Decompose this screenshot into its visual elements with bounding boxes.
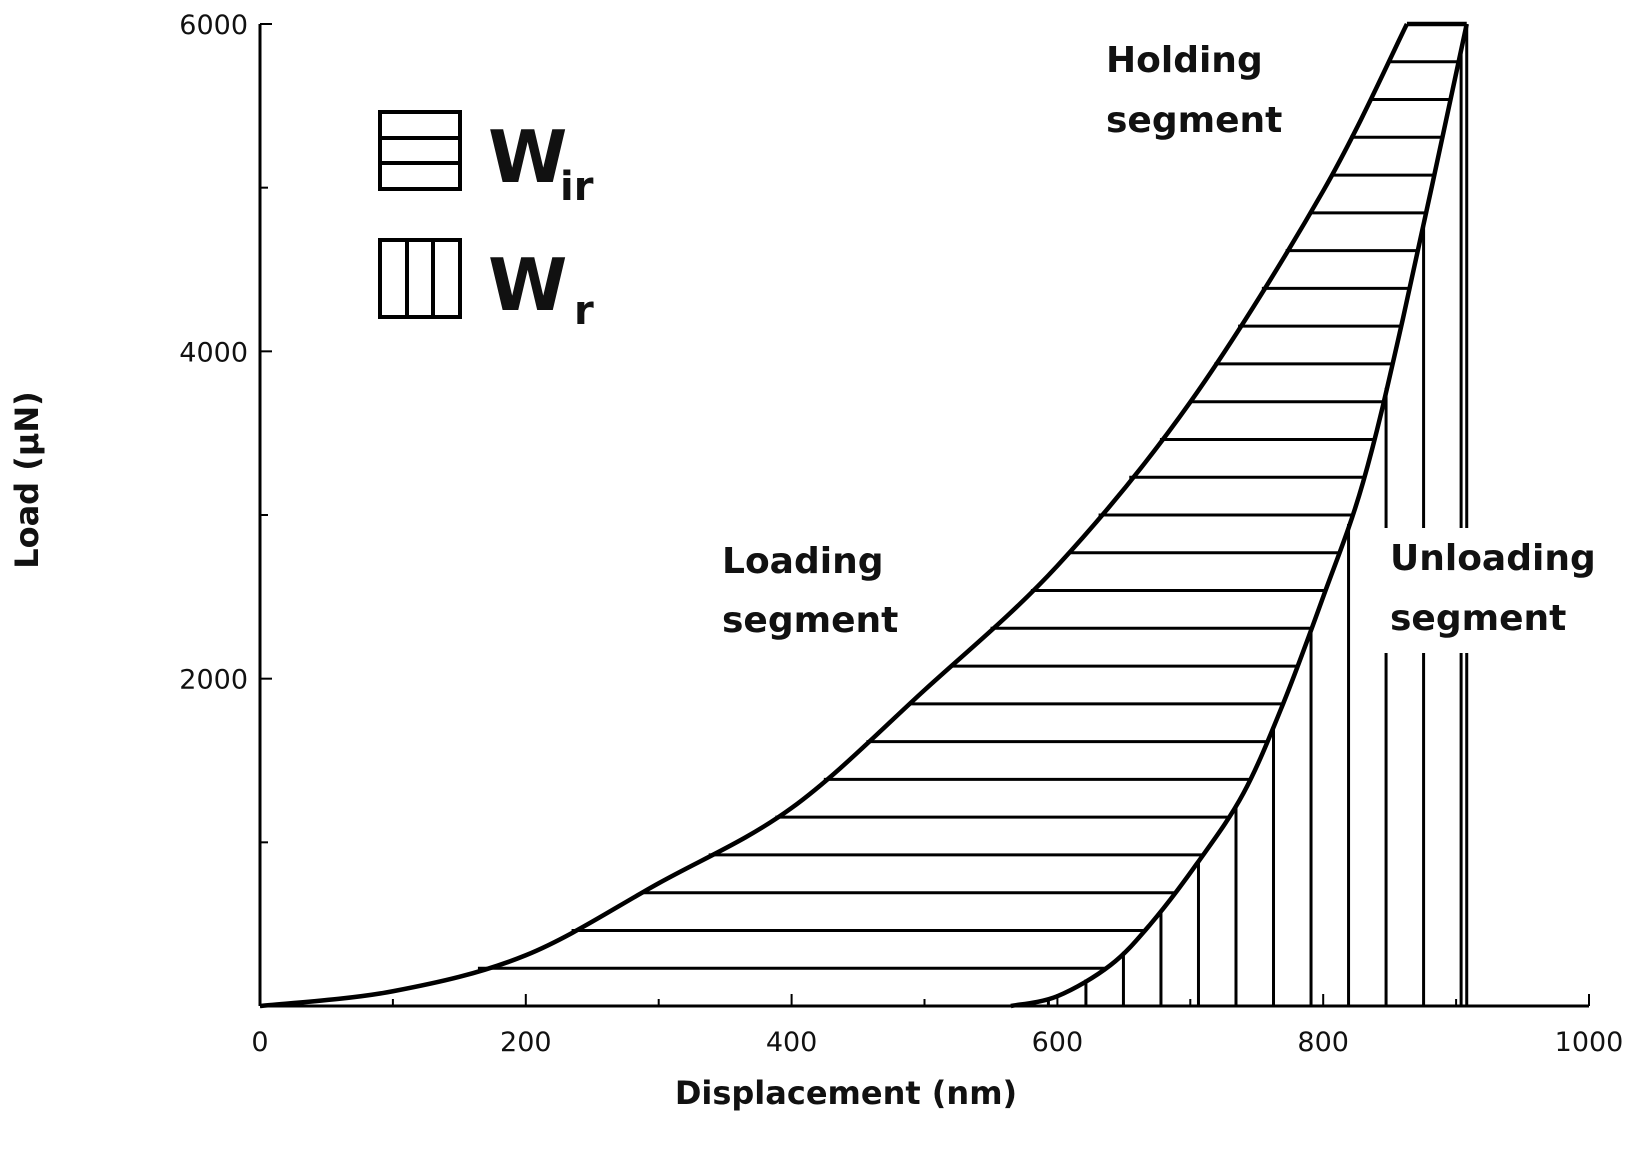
annotation-holding: Holding segment: [1106, 40, 1282, 141]
y-axis-title: Load (μN): [8, 391, 46, 569]
annotation-unloading-line2: segment: [1390, 598, 1566, 639]
legend-swatch-vertical-hatch: [378, 238, 462, 319]
x-axis-title: Displacement (nm): [675, 1074, 1017, 1112]
y-tick-label: 2000: [179, 665, 248, 696]
x-tick-label: 600: [1032, 1027, 1084, 1058]
y-tick-label: 4000: [179, 337, 248, 368]
legend: W ir W r: [378, 110, 594, 334]
x-tick-label: 0: [251, 1027, 268, 1058]
x-tick-label: 200: [500, 1027, 552, 1058]
legend-wir-sub: ir: [560, 164, 594, 210]
ticks-layer: 0 200 400 600 800 1000 2000 4000 6000: [179, 10, 1623, 1058]
legend-item-wr: W r: [378, 238, 594, 334]
annotation-unloading-line1: Unloading: [1390, 538, 1596, 579]
annotation-holding-line2: segment: [1106, 100, 1282, 141]
legend-item-wir: W ir: [378, 110, 594, 210]
x-tick-label: 1000: [1555, 1027, 1624, 1058]
curves-layer: [259, 21, 1469, 1009]
annotation-loading-line1: Loading: [722, 541, 883, 582]
annotation-loading-line2: segment: [722, 600, 898, 641]
legend-wr-sub: r: [574, 288, 594, 334]
x-tick-label: 400: [766, 1027, 818, 1058]
unloading-curve: [1010, 23, 1469, 1009]
hatch-fill-layer: [477, 24, 1469, 1006]
y-tick-label: 6000: [179, 10, 248, 41]
annotation-unloading: Unloading segment: [1380, 528, 1610, 653]
legend-wir-main: W: [488, 115, 567, 199]
x-tick-label: 800: [1297, 1027, 1349, 1058]
annotation-loading: Loading segment: [722, 541, 898, 641]
annotation-holding-line1: Holding: [1106, 40, 1263, 81]
legend-wr-main: W: [488, 243, 567, 327]
legend-swatch-horizontal-hatch: [378, 110, 462, 191]
loading-curve: [259, 22, 1409, 1009]
